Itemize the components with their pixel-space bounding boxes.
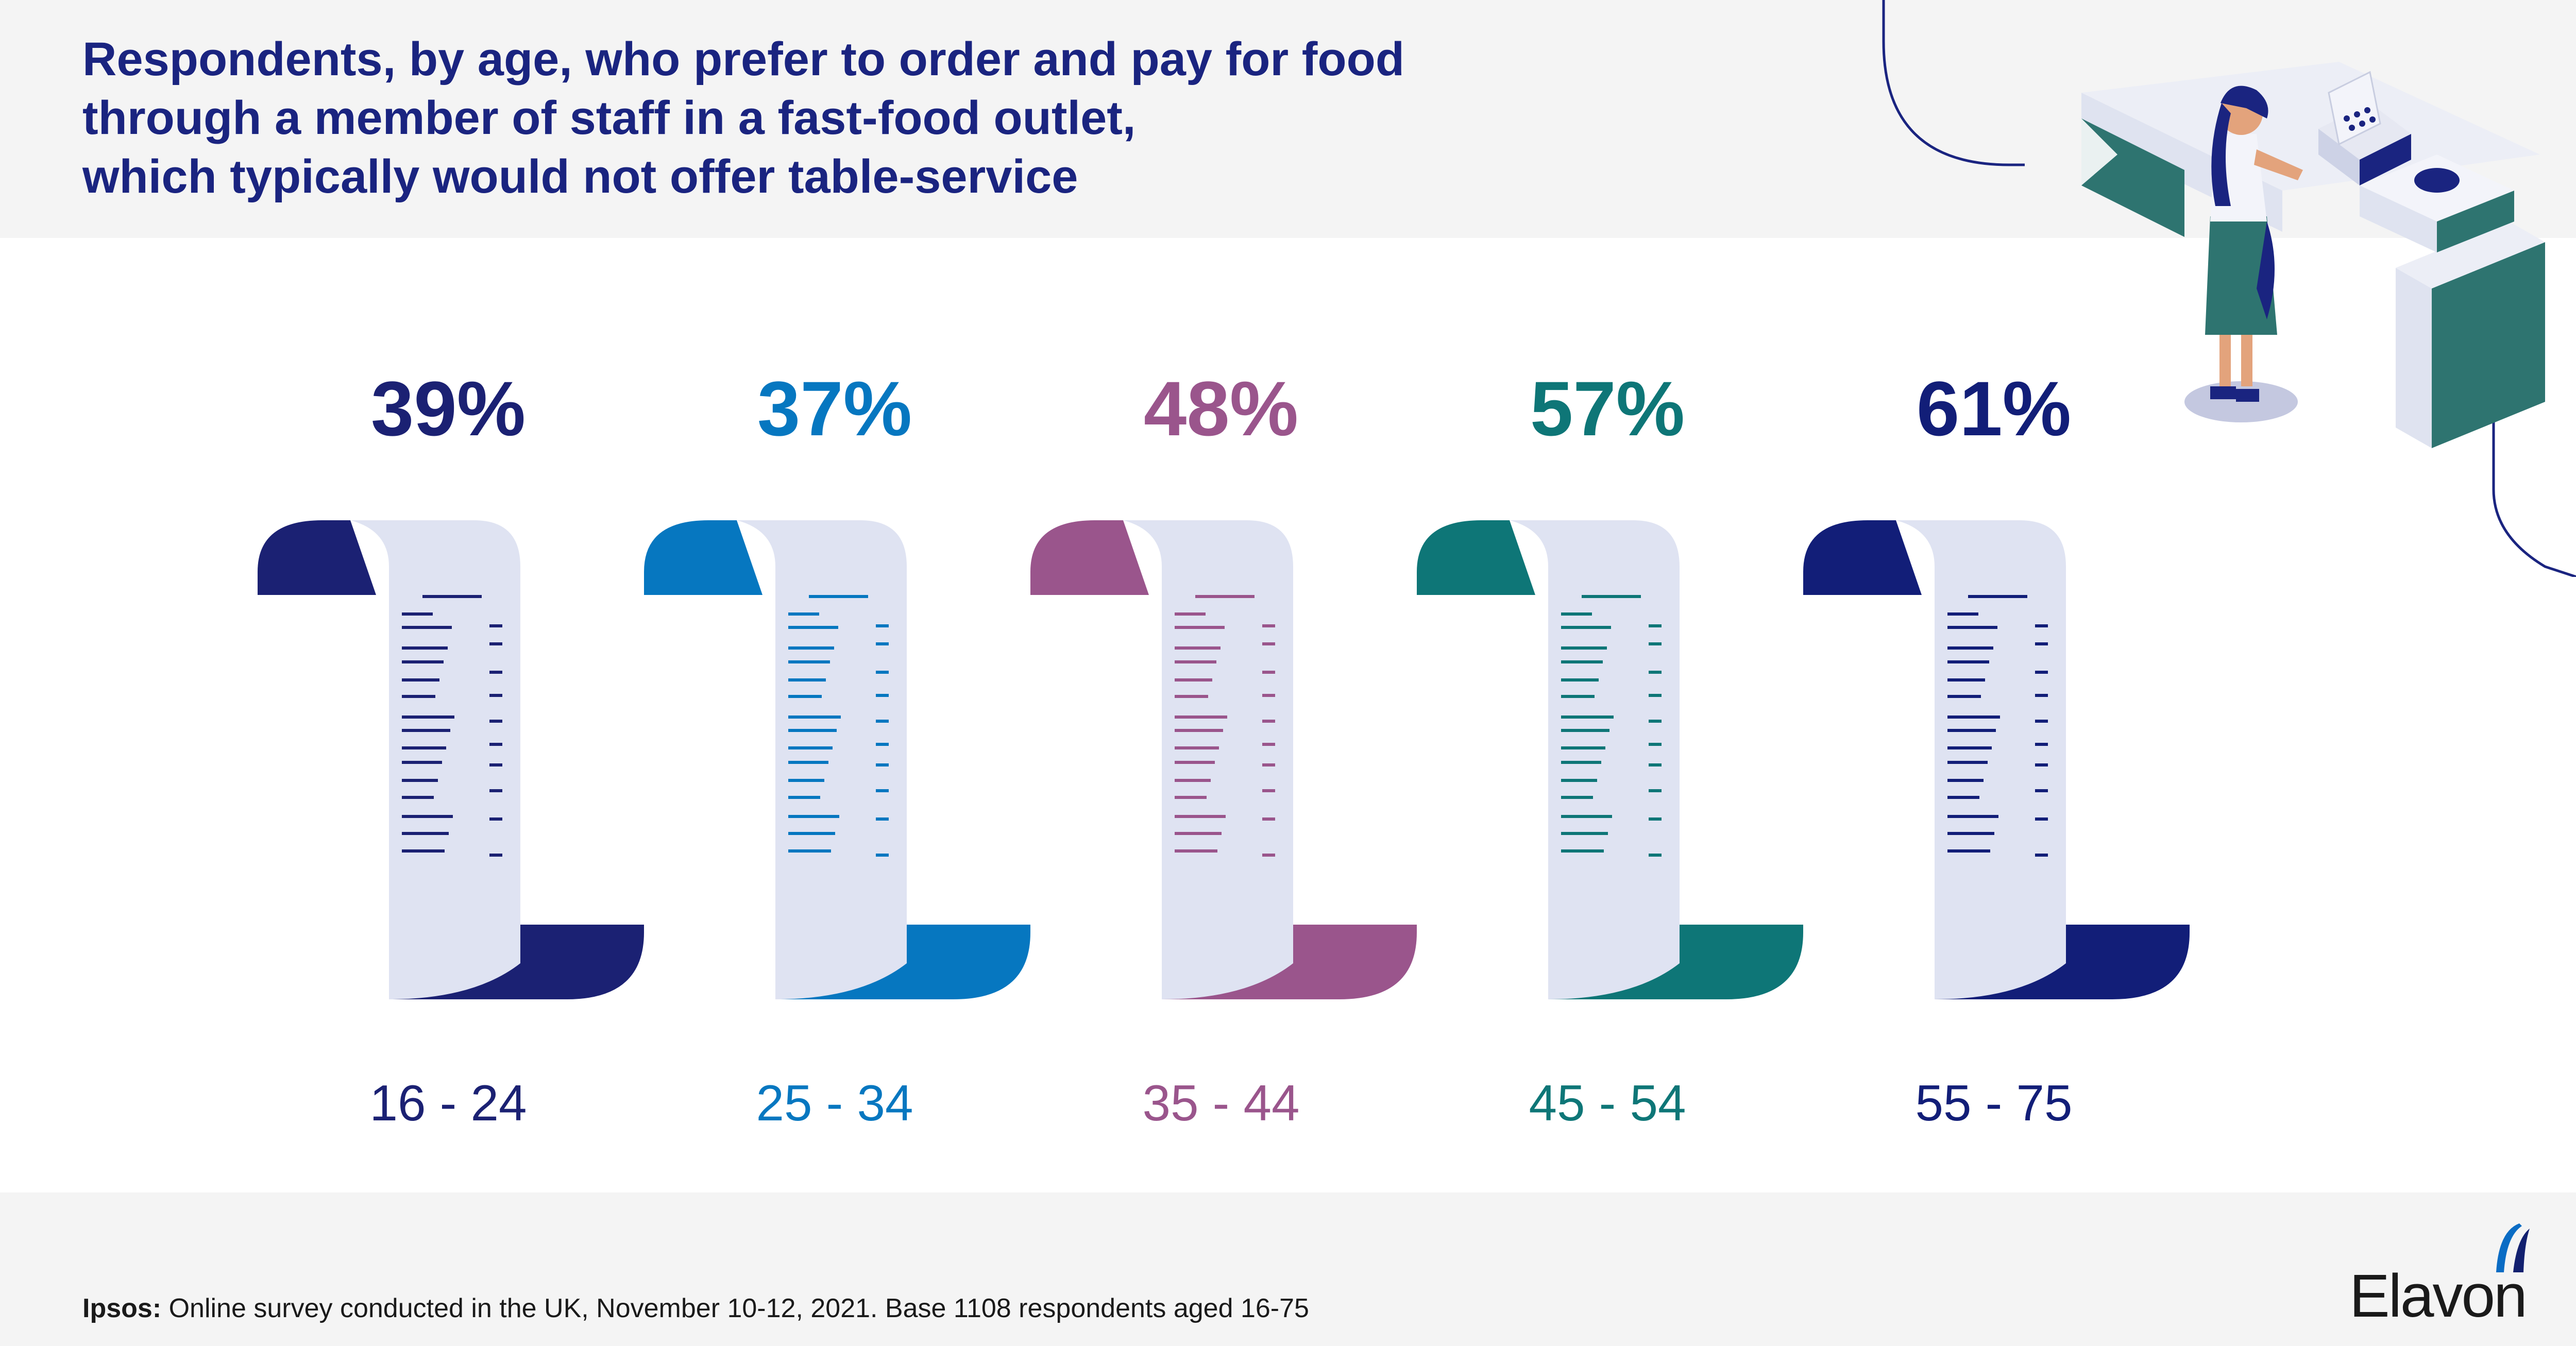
receipt-bottom-curl <box>1935 925 2190 999</box>
receipt-paper <box>1095 520 1293 999</box>
receipt-column-2 <box>644 520 1030 999</box>
source-label: Ipsos: <box>82 1293 162 1323</box>
source-text: Online survey conducted in the UK, Novem… <box>161 1293 1309 1323</box>
receipt-top-curl <box>1030 520 1149 595</box>
title-line-3: which typically would not offer table-se… <box>82 150 1078 203</box>
value-label-55-75: 61% <box>1917 365 2071 452</box>
value-label-25-34: 37% <box>757 365 912 452</box>
receipt-paper <box>1868 520 2066 999</box>
elavon-logo: Elavon <box>2349 1221 2566 1330</box>
elavon-arc-icon <box>2496 1223 2530 1272</box>
title-line-1: Respondents, by age, who prefer to order… <box>82 33 1405 86</box>
receipt-bottom-curl <box>389 925 644 999</box>
category-label-35-44: 35 - 44 <box>1142 1075 1299 1131</box>
receipt-paper <box>322 520 520 999</box>
category-label-25-34: 25 - 34 <box>756 1075 913 1131</box>
receipt-bottom-curl <box>775 925 1030 999</box>
receipt-bottom-curl <box>1162 925 1417 999</box>
receipt-top-curl <box>1417 520 1535 595</box>
receipt-paper <box>708 520 907 999</box>
receipt-column-1 <box>258 520 644 999</box>
receipt-top-curl <box>258 520 376 595</box>
receipt-column-3 <box>1030 520 1417 999</box>
value-label-16-24: 39% <box>371 365 526 452</box>
category-label-55-75: 55 - 75 <box>1915 1075 2072 1131</box>
receipt-column-5 <box>1803 520 2190 999</box>
logo-text: Elavon <box>2349 1262 2528 1330</box>
category-label-16-24: 16 - 24 <box>369 1075 527 1131</box>
receipt-top-curl <box>1803 520 1922 595</box>
value-label-35-44: 48% <box>1144 365 1298 452</box>
title-line-2: through a member of staff in a fast-food… <box>82 92 1136 144</box>
receipt-paper <box>1481 520 1680 999</box>
receipt-top-curl <box>644 520 762 595</box>
footer-band <box>0 1192 2576 1346</box>
page-title: Respondents, by age, who prefer to order… <box>82 30 1731 206</box>
value-label-45-54: 57% <box>1530 365 1685 452</box>
receipt-bottom-curl <box>1548 925 1803 999</box>
source-note: Ipsos: Online survey conducted in the UK… <box>82 1293 1309 1324</box>
cashier-illustration <box>1882 0 2576 577</box>
category-label-45-54: 45 - 54 <box>1529 1075 1686 1131</box>
receipt-column-4 <box>1417 520 1803 999</box>
